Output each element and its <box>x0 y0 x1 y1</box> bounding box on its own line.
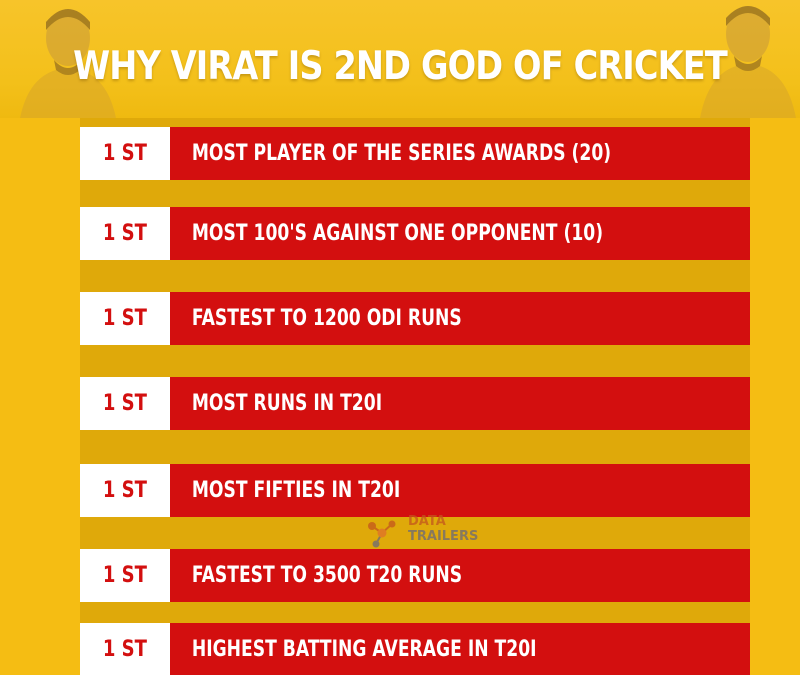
record-row: 1 ST HIGHEST BATTING AVERAGE IN T20I <box>80 623 750 675</box>
record-bar: MOST RUNS IN T20I <box>170 377 750 430</box>
rank-box: 1 ST <box>80 377 170 430</box>
rank-box: 1 ST <box>80 127 170 180</box>
record-row: 1 ST FASTEST TO 3500 T20 RUNS <box>80 549 750 602</box>
record-label: FASTEST TO 3500 T20 RUNS <box>191 563 463 588</box>
player-portrait-left-image <box>20 9 116 118</box>
rank-box: 1 ST <box>80 623 170 675</box>
record-bar: FASTEST TO 1200 ODI RUNS <box>170 292 750 345</box>
rank-box: 1 ST <box>80 292 170 345</box>
watermark-text: DATA TRAILERS <box>408 514 478 544</box>
record-label: FASTEST TO 1200 ODI RUNS <box>191 306 462 331</box>
record-bar: MOST 100'S AGAINST ONE OPPONENT (10) <box>170 207 750 260</box>
record-row: 1 ST FASTEST TO 1200 ODI RUNS <box>80 292 750 345</box>
record-bar: HIGHEST BATTING AVERAGE IN T20I <box>170 623 750 675</box>
player-portrait-right-image <box>700 6 796 118</box>
rank-label: 1 ST <box>102 221 148 246</box>
record-label: HIGHEST BATTING AVERAGE IN T20I <box>191 636 537 662</box>
rank-label: 1 ST <box>102 478 148 503</box>
record-row: 1 ST MOST PLAYER OF THE SERIES AWARDS (2… <box>80 127 750 180</box>
record-label: MOST PLAYER OF THE SERIES AWARDS (20) <box>191 141 612 166</box>
record-row: 1 ST MOST FIFTIES IN T20I <box>80 464 750 517</box>
watermark-line2: TRAILERS <box>408 529 479 544</box>
record-row: 1 ST MOST 100'S AGAINST ONE OPPONENT (10… <box>80 207 750 260</box>
record-label: MOST 100'S AGAINST ONE OPPONENT (10) <box>191 221 604 246</box>
rank-label: 1 ST <box>102 563 148 588</box>
rank-label: 1 ST <box>102 636 148 662</box>
page-title: WHY VIRAT IS 2ND GOD OF CRICKET <box>73 44 728 89</box>
record-label: MOST RUNS IN T20I <box>191 391 383 416</box>
rank-label: 1 ST <box>102 391 148 416</box>
record-bar: MOST FIFTIES IN T20I <box>170 464 750 517</box>
rank-label: 1 ST <box>102 306 148 331</box>
watermark-line1: DATA <box>408 514 446 529</box>
record-bar: FASTEST TO 3500 T20 RUNS <box>170 549 750 602</box>
molecule-logo-icon <box>368 520 396 548</box>
record-bar: MOST PLAYER OF THE SERIES AWARDS (20) <box>170 127 750 180</box>
header-band: WHY VIRAT IS 2ND GOD OF CRICKET <box>0 0 800 118</box>
rank-label: 1 ST <box>102 141 148 166</box>
rank-box: 1 ST <box>80 464 170 517</box>
record-label: MOST FIFTIES IN T20I <box>191 478 401 503</box>
rank-box: 1 ST <box>80 207 170 260</box>
record-row: 1 ST MOST RUNS IN T20I <box>80 377 750 430</box>
rank-box: 1 ST <box>80 549 170 602</box>
data-trailers-watermark: DATA TRAILERS <box>364 514 484 550</box>
